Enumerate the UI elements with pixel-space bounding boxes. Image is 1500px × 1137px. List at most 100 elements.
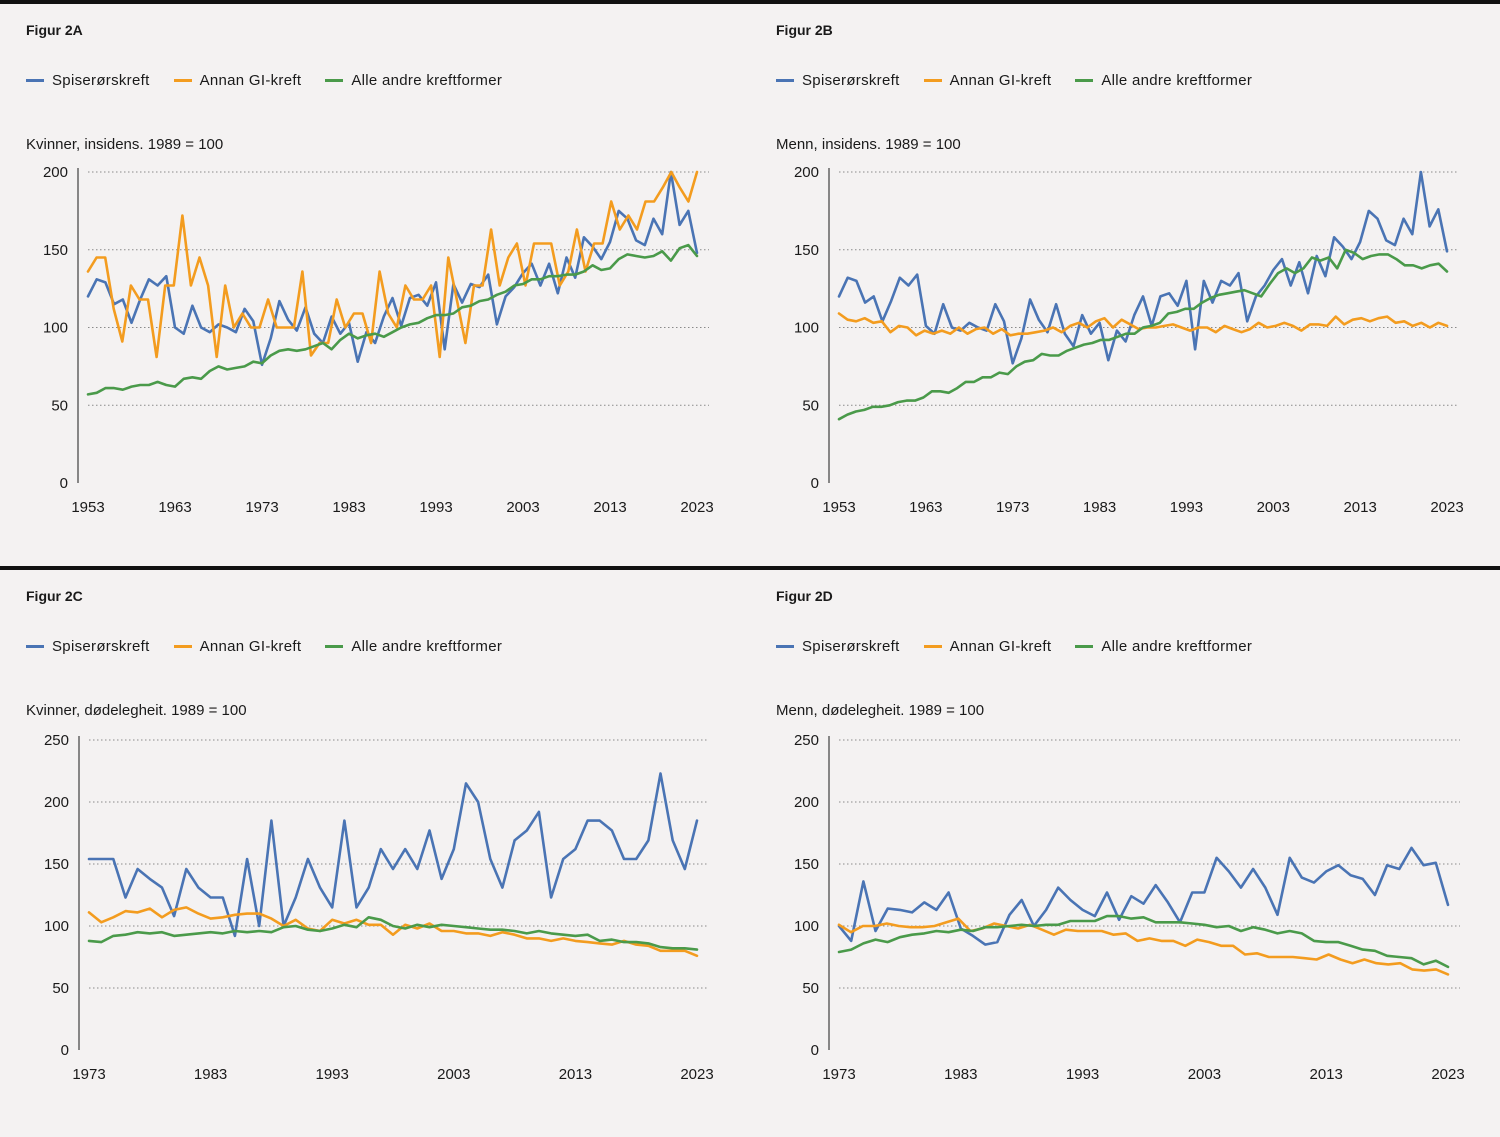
- legend-swatch-orange: [173, 645, 192, 648]
- legend-label: Annan GI-kreft: [949, 72, 1052, 89]
- legend-item-spiseroer: Spiserørskreft: [26, 638, 150, 655]
- x-tick-label: 1963: [909, 499, 942, 516]
- top-divider: [0, 0, 1500, 4]
- chart-subtitle: Kvinner, dødelegheit. 1989 = 100: [26, 702, 247, 719]
- legend-swatch-orange: [923, 645, 942, 648]
- legend-swatch-green: [325, 79, 344, 82]
- y-tick-label: 150: [44, 856, 69, 873]
- line-chart-2c: 0 50 100 150 200 250 1973 1983 1993 2003 2013 2023: [44, 732, 714, 1083]
- y-tick-label: 0: [61, 1042, 69, 1059]
- x-tick-label: 1993: [419, 499, 452, 516]
- y-tick-label: 200: [44, 794, 69, 811]
- x-tick-label: 2003: [506, 499, 539, 516]
- y-tick-label: 50: [802, 980, 819, 997]
- legend: Spiserørskreft Annan GI-kreft Alle andre…: [776, 638, 1252, 655]
- figure-title: Figur 2D: [776, 588, 833, 604]
- series-line-orange: [837, 312, 1449, 337]
- panel-2d: Figur 2D Spiserørskreft Annan GI-kreft A…: [750, 570, 1500, 1130]
- y-tick-label: 150: [43, 242, 68, 259]
- y-tick-label: 0: [811, 475, 819, 492]
- x-tick-label: 2013: [593, 499, 626, 516]
- x-tick-label: 1963: [158, 499, 191, 516]
- x-tick-label: 1983: [1083, 499, 1116, 516]
- legend-swatch-green: [325, 645, 344, 648]
- panel-2b: Figur 2B Spiserørskreft Annan GI-kreft A…: [750, 4, 1500, 564]
- series-line-blue: [87, 772, 699, 938]
- x-tick-label: 2003: [437, 1066, 470, 1083]
- series-line-green: [837, 248, 1449, 421]
- x-tick-label: 2023: [1431, 1066, 1464, 1083]
- legend-item-annan-gi: Annan GI-kreft: [173, 72, 302, 89]
- y-tick-label: 0: [60, 475, 68, 492]
- y-tick-label: 200: [794, 794, 819, 811]
- x-tick-label: 1973: [72, 1066, 105, 1083]
- legend-swatch-blue: [776, 79, 794, 82]
- panel-2a: Figur 2A Spiserørskreft Annan GI-kreft A…: [0, 4, 750, 564]
- figure-title: Figur 2C: [26, 588, 83, 604]
- legend-item-alle-andre: Alle andre kreftformer: [1075, 72, 1252, 89]
- legend-swatch-blue: [776, 645, 794, 648]
- line-chart-2a: 0 50 100 150 200 1953 1963 1973 1983 1993 2003 2013…: [43, 164, 714, 516]
- x-tick-label: 1973: [245, 499, 278, 516]
- legend-item-spiseroer: Spiserørskreft: [776, 72, 900, 89]
- y-tick-label: 200: [794, 164, 819, 181]
- panel-2c: Figur 2C Spiserørskreft Annan GI-kreft A…: [0, 570, 750, 1130]
- legend-label: Spiserørskreft: [802, 638, 900, 655]
- figure-title: Figur 2B: [776, 22, 833, 38]
- y-tick-label: 250: [794, 732, 819, 749]
- legend-item-spiseroer: Spiserørskreft: [26, 72, 150, 89]
- legend-item-annan-gi: Annan GI-kreft: [173, 638, 302, 655]
- x-tick-label: 1983: [944, 1066, 977, 1083]
- legend-label: Annan GI-kreft: [199, 72, 302, 89]
- y-tick-label: 50: [52, 980, 69, 997]
- legend-label: Alle andre kreftformer: [351, 72, 503, 89]
- x-tick-label: 2023: [680, 1066, 713, 1083]
- legend-item-alle-andre: Alle andre kreftformer: [325, 72, 502, 89]
- legend-swatch-blue: [26, 79, 44, 82]
- y-tick-label: 50: [802, 397, 819, 414]
- legend-swatch-green: [1075, 645, 1094, 648]
- x-tick-label: 2013: [559, 1066, 592, 1083]
- series-line-green: [87, 915, 699, 951]
- y-tick-label: 100: [43, 320, 68, 337]
- x-tick-label: 1953: [822, 499, 855, 516]
- series-line-blue: [86, 170, 699, 367]
- x-tick-label: 2023: [1430, 499, 1463, 516]
- x-tick-label: 1993: [1066, 1066, 1099, 1083]
- legend-item-spiseroer: Spiserørskreft: [776, 638, 900, 655]
- line-chart-2b: 0 50 100 150 200 1953 1963 1973 1983 1993 2003 2013…: [794, 164, 1464, 516]
- legend-label: Alle andre kreftformer: [1101, 638, 1253, 655]
- legend-label: Alle andre kreftformer: [351, 638, 503, 655]
- middle-divider: [0, 566, 1500, 570]
- legend: Spiserørskreft Annan GI-kreft Alle andre…: [776, 72, 1252, 89]
- legend-label: Spiserørskreft: [52, 72, 150, 89]
- x-tick-label: 2013: [1343, 499, 1376, 516]
- y-tick-label: 100: [44, 918, 69, 935]
- y-tick-label: 0: [811, 1042, 819, 1059]
- chart-subtitle: Menn, dødelegheit. 1989 = 100: [776, 702, 985, 719]
- series-line-green: [837, 914, 1450, 969]
- x-tick-label: 2003: [1257, 499, 1290, 516]
- chart-subtitle: Kvinner, insidens. 1989 = 100: [26, 136, 224, 153]
- legend: Spiserørskreft Annan GI-kreft Alle andre…: [26, 638, 502, 655]
- series-line-green: [86, 243, 699, 396]
- legend-swatch-orange: [923, 79, 942, 82]
- series-line-blue: [837, 846, 1450, 946]
- legend-label: Spiserørskreft: [52, 638, 150, 655]
- x-tick-label: 1983: [332, 499, 365, 516]
- y-tick-label: 150: [794, 856, 819, 873]
- y-tick-label: 150: [794, 242, 819, 259]
- x-tick-label: 1973: [996, 499, 1029, 516]
- y-tick-label: 200: [43, 164, 68, 181]
- legend-label: Alle andre kreftformer: [1101, 72, 1253, 89]
- legend-item-annan-gi: Annan GI-kreft: [923, 72, 1052, 89]
- y-tick-label: 100: [794, 320, 819, 337]
- legend-label: Spiserørskreft: [802, 72, 900, 89]
- chart-subtitle: Menn, insidens. 1989 = 100: [776, 136, 961, 153]
- series-line-orange: [837, 917, 1450, 976]
- line-chart-3d: 0 50 100 150 200 250 1973 1983 1993 2003 2013 2023: [794, 732, 1465, 1083]
- legend-item-alle-andre: Alle andre kreftformer: [325, 638, 502, 655]
- figure-title: Figur 2A: [26, 22, 83, 38]
- series-line-orange: [87, 906, 699, 958]
- legend-swatch-green: [1075, 79, 1094, 82]
